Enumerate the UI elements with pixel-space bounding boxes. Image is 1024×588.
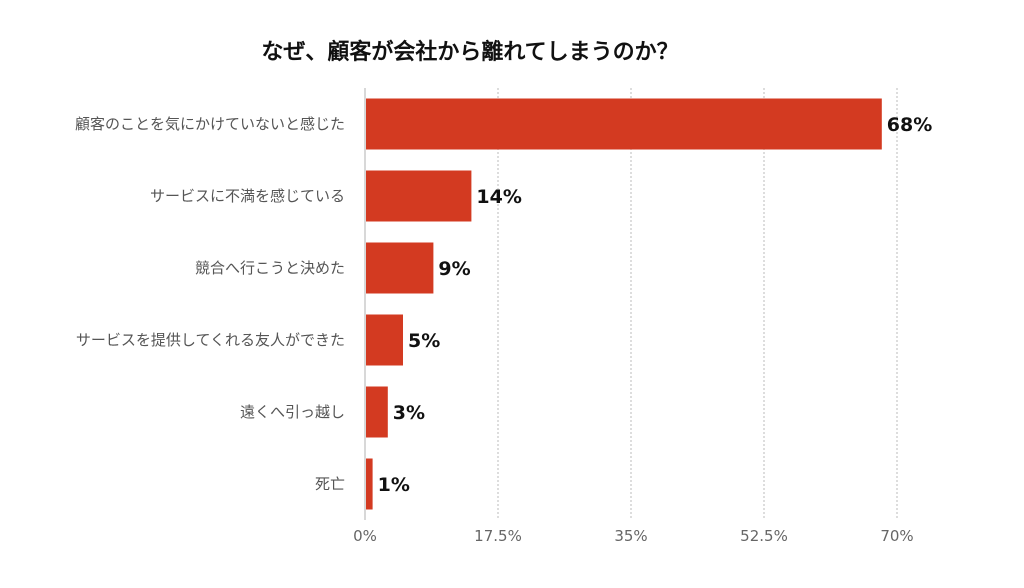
value-label: 5% xyxy=(408,330,440,352)
value-label: 14% xyxy=(476,186,521,208)
value-label: 68% xyxy=(887,114,932,136)
bar xyxy=(366,170,472,222)
x-tick-label: 70% xyxy=(880,527,913,545)
category-label: 競合へ行こうと決めた xyxy=(195,259,345,277)
x-tick-label: 17.5% xyxy=(474,527,522,545)
x-tick-label: 52.5% xyxy=(740,527,788,545)
bar xyxy=(366,98,882,150)
category-label: 顧客のことを気にかけていないと感じた xyxy=(75,115,345,133)
chart-title: なぜ、顧客が会社から離れてしまうのか？ xyxy=(261,40,679,65)
x-tick-label: 35% xyxy=(614,527,647,545)
value-label: 9% xyxy=(438,258,470,280)
bar xyxy=(366,386,388,438)
bar xyxy=(366,458,373,510)
bar xyxy=(366,314,403,366)
category-label: サービスを提供してくれる友人ができた xyxy=(76,331,345,349)
category-label: 死亡 xyxy=(315,475,345,493)
category-label: サービスに不満を感じている xyxy=(150,187,345,205)
bar xyxy=(366,242,434,294)
value-label: 3% xyxy=(393,402,425,424)
value-label: 1% xyxy=(378,474,410,496)
category-label: 遠くへ引っ越し xyxy=(240,403,345,421)
x-tick-label: 0% xyxy=(353,527,377,545)
